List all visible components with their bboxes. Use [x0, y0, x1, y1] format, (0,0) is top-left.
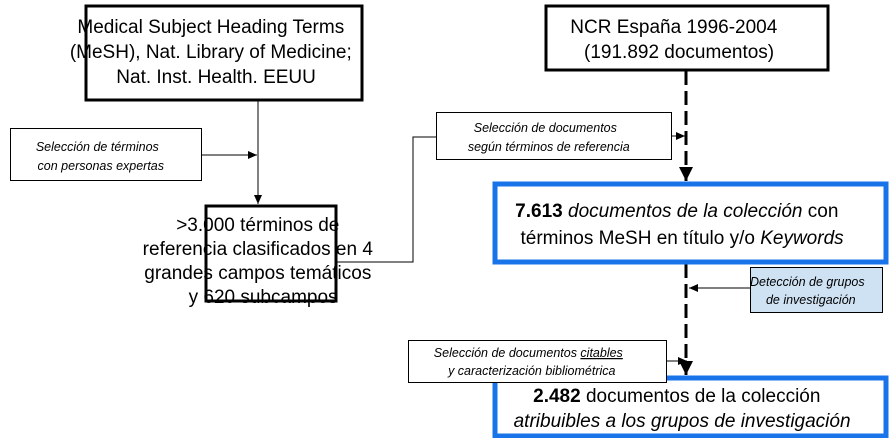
text-line: 2.482 [533, 386, 581, 407]
text-line: documentos de la colección [563, 201, 803, 222]
text-line: Selección de documentos [474, 121, 617, 135]
text-line: grandes campos temáticos [144, 263, 371, 284]
collection-text: 7.613 documentos de la colección con tér… [515, 201, 844, 249]
groups-box [492, 375, 889, 438]
terms-box [204, 204, 338, 303]
ncr-text: NCR España 1996-2004 (191.892 documentos… [0, 0, 804, 63]
selection-label: Selección de documentos según términos d… [0, 0, 640, 154]
text-line: y 620 subcampos [189, 287, 338, 308]
text-line: Selección de términos [36, 140, 159, 154]
experts-label: Selección de términos con personas exper… [0, 0, 176, 173]
text-line: >3.000 términos de [176, 215, 339, 236]
text-line: Detección de grupos [750, 275, 865, 289]
text-line: Keywords [760, 228, 844, 249]
mesh-text: Medical Subject Heading Terms (MeSH), Na… [0, 0, 378, 88]
text-line: y caracterización bibliométrica [447, 364, 615, 378]
citable-label: Selección de documentos citables y carac… [434, 346, 623, 378]
connector [336, 136, 436, 263]
text-line: términos MeSH en título y/o [521, 228, 761, 249]
text-line: Nat. Inst. Health. EEUU [116, 67, 316, 88]
text-line: Medical Subject Heading Terms [77, 17, 344, 38]
text-line: referencia clasificados en 4 [143, 239, 374, 260]
text-line: de investigación [766, 293, 856, 307]
terms-text: >3.000 términos de referencia clasificad… [0, 0, 399, 308]
text-line: 7.613 [515, 201, 563, 222]
text-line: NCR España 1996-2004 [570, 17, 777, 38]
mesh-box [84, 4, 364, 102]
groups-text: 2.482 documentos de la colección atribui… [514, 386, 851, 432]
text-line: con personas expertas [38, 159, 164, 173]
text-line: citables [580, 346, 622, 360]
ncr-box [544, 4, 830, 72]
text-line: según términos de referencia [468, 140, 630, 154]
text-line: con [802, 201, 838, 222]
text-line: atribuibles a los grupos de investigació… [514, 411, 851, 432]
detection-label-box [750, 267, 883, 313]
text-line: Selección de documentos [434, 346, 581, 360]
selection-label-box [436, 112, 672, 160]
text-line: (191.892 documentos) [584, 42, 774, 63]
detection-label: Detección de grupos de investigación [750, 275, 865, 307]
text-line: documentos de la colección [581, 386, 821, 407]
text-line: (MeSH), Nat. Library of Medicine; [70, 42, 352, 63]
collection-box [492, 181, 889, 265]
experts-label-box [10, 128, 202, 181]
citable-label-box [408, 340, 667, 383]
